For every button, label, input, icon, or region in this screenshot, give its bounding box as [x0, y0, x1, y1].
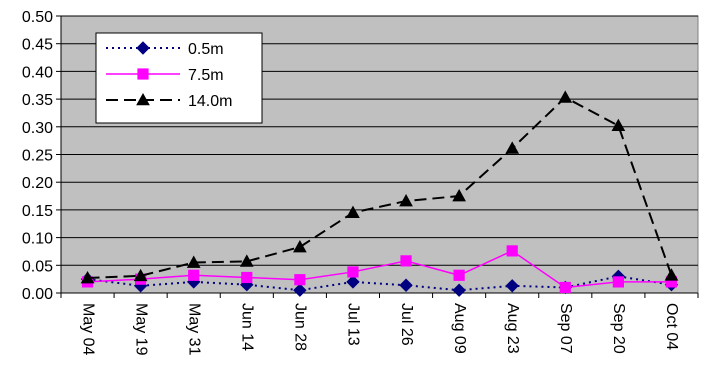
point-marker [664, 268, 679, 281]
point-marker [80, 271, 95, 284]
y-tick-label: 0.30 [22, 120, 53, 137]
x-tick-label: Jul 26 [398, 303, 415, 346]
legend: 0.5m 7.5m 14.0m [95, 32, 263, 124]
point-marker [188, 269, 200, 281]
point-marker [186, 255, 201, 268]
y-tick-label: 0.00 [22, 286, 53, 303]
point-marker [611, 118, 626, 131]
point-marker [506, 245, 518, 257]
point-marker [400, 255, 412, 267]
point-marker [559, 281, 571, 294]
series-line [87, 96, 673, 280]
x-tick-label: May 04 [79, 303, 96, 356]
y-axis-ticks: 0.00 0.05 0.10 0.15 0.20 0.25 0.30 0.35 0.40 0.45… [22, 9, 61, 303]
point-marker [239, 254, 254, 267]
x-tick-label: May 31 [185, 303, 202, 356]
point-marker [453, 269, 465, 281]
y-tick-label: 0.25 [22, 148, 53, 165]
point-marker [452, 283, 466, 297]
legend-label: 14.0m [188, 93, 232, 110]
point-marker [346, 205, 360, 218]
point-marker [293, 283, 307, 297]
x-axis-ticks: May 04 May 19 May 31 Jun 14 Jun 28 Jul 13 Jul … [60, 16, 699, 356]
y-tick-label: 0.35 [22, 92, 53, 109]
series-line [87, 250, 672, 289]
point-marker [136, 92, 150, 106]
series-line [87, 275, 672, 292]
y-tick-label: 0.50 [22, 9, 53, 26]
point-marker [241, 271, 253, 284]
x-tick-label: Oct 04 [663, 303, 680, 350]
point-marker [399, 278, 413, 292]
point-marker [137, 68, 149, 80]
y-tick-label: 0.10 [22, 231, 53, 248]
point-marker [347, 266, 359, 278]
series-group [80, 90, 679, 297]
y-tick-label: 0.20 [22, 175, 53, 192]
x-tick-label: Aug 23 [504, 303, 521, 354]
point-marker [505, 279, 519, 293]
x-tick-label: Sep 07 [557, 303, 574, 354]
legend-label: 7.5m [188, 67, 224, 84]
y-tick-label: 0.15 [22, 203, 53, 220]
point-marker [505, 141, 520, 154]
x-tick-label: Jun 28 [292, 303, 309, 351]
x-tick-label: May 19 [132, 303, 149, 356]
series-14.0m [80, 90, 679, 284]
point-marker [294, 274, 306, 286]
x-tick-label: Aug 09 [451, 303, 468, 354]
point-marker [346, 275, 360, 289]
point-marker [452, 189, 466, 202]
point-marker [399, 194, 413, 207]
x-tick-label: Sep 20 [610, 303, 627, 354]
point-marker [293, 239, 307, 253]
legend-label: 0.5m [188, 41, 224, 58]
y-tick-label: 0.40 [22, 64, 53, 81]
point-marker [136, 41, 150, 55]
point-marker [133, 268, 148, 282]
point-marker [558, 90, 573, 103]
y-tick-label: 0.45 [22, 37, 53, 54]
x-tick-label: Jun 14 [239, 303, 256, 351]
y-tick-label: 0.05 [22, 258, 53, 275]
x-tick-label: Jul 13 [345, 303, 362, 346]
legend-box [95, 32, 263, 124]
point-marker [612, 276, 624, 288]
